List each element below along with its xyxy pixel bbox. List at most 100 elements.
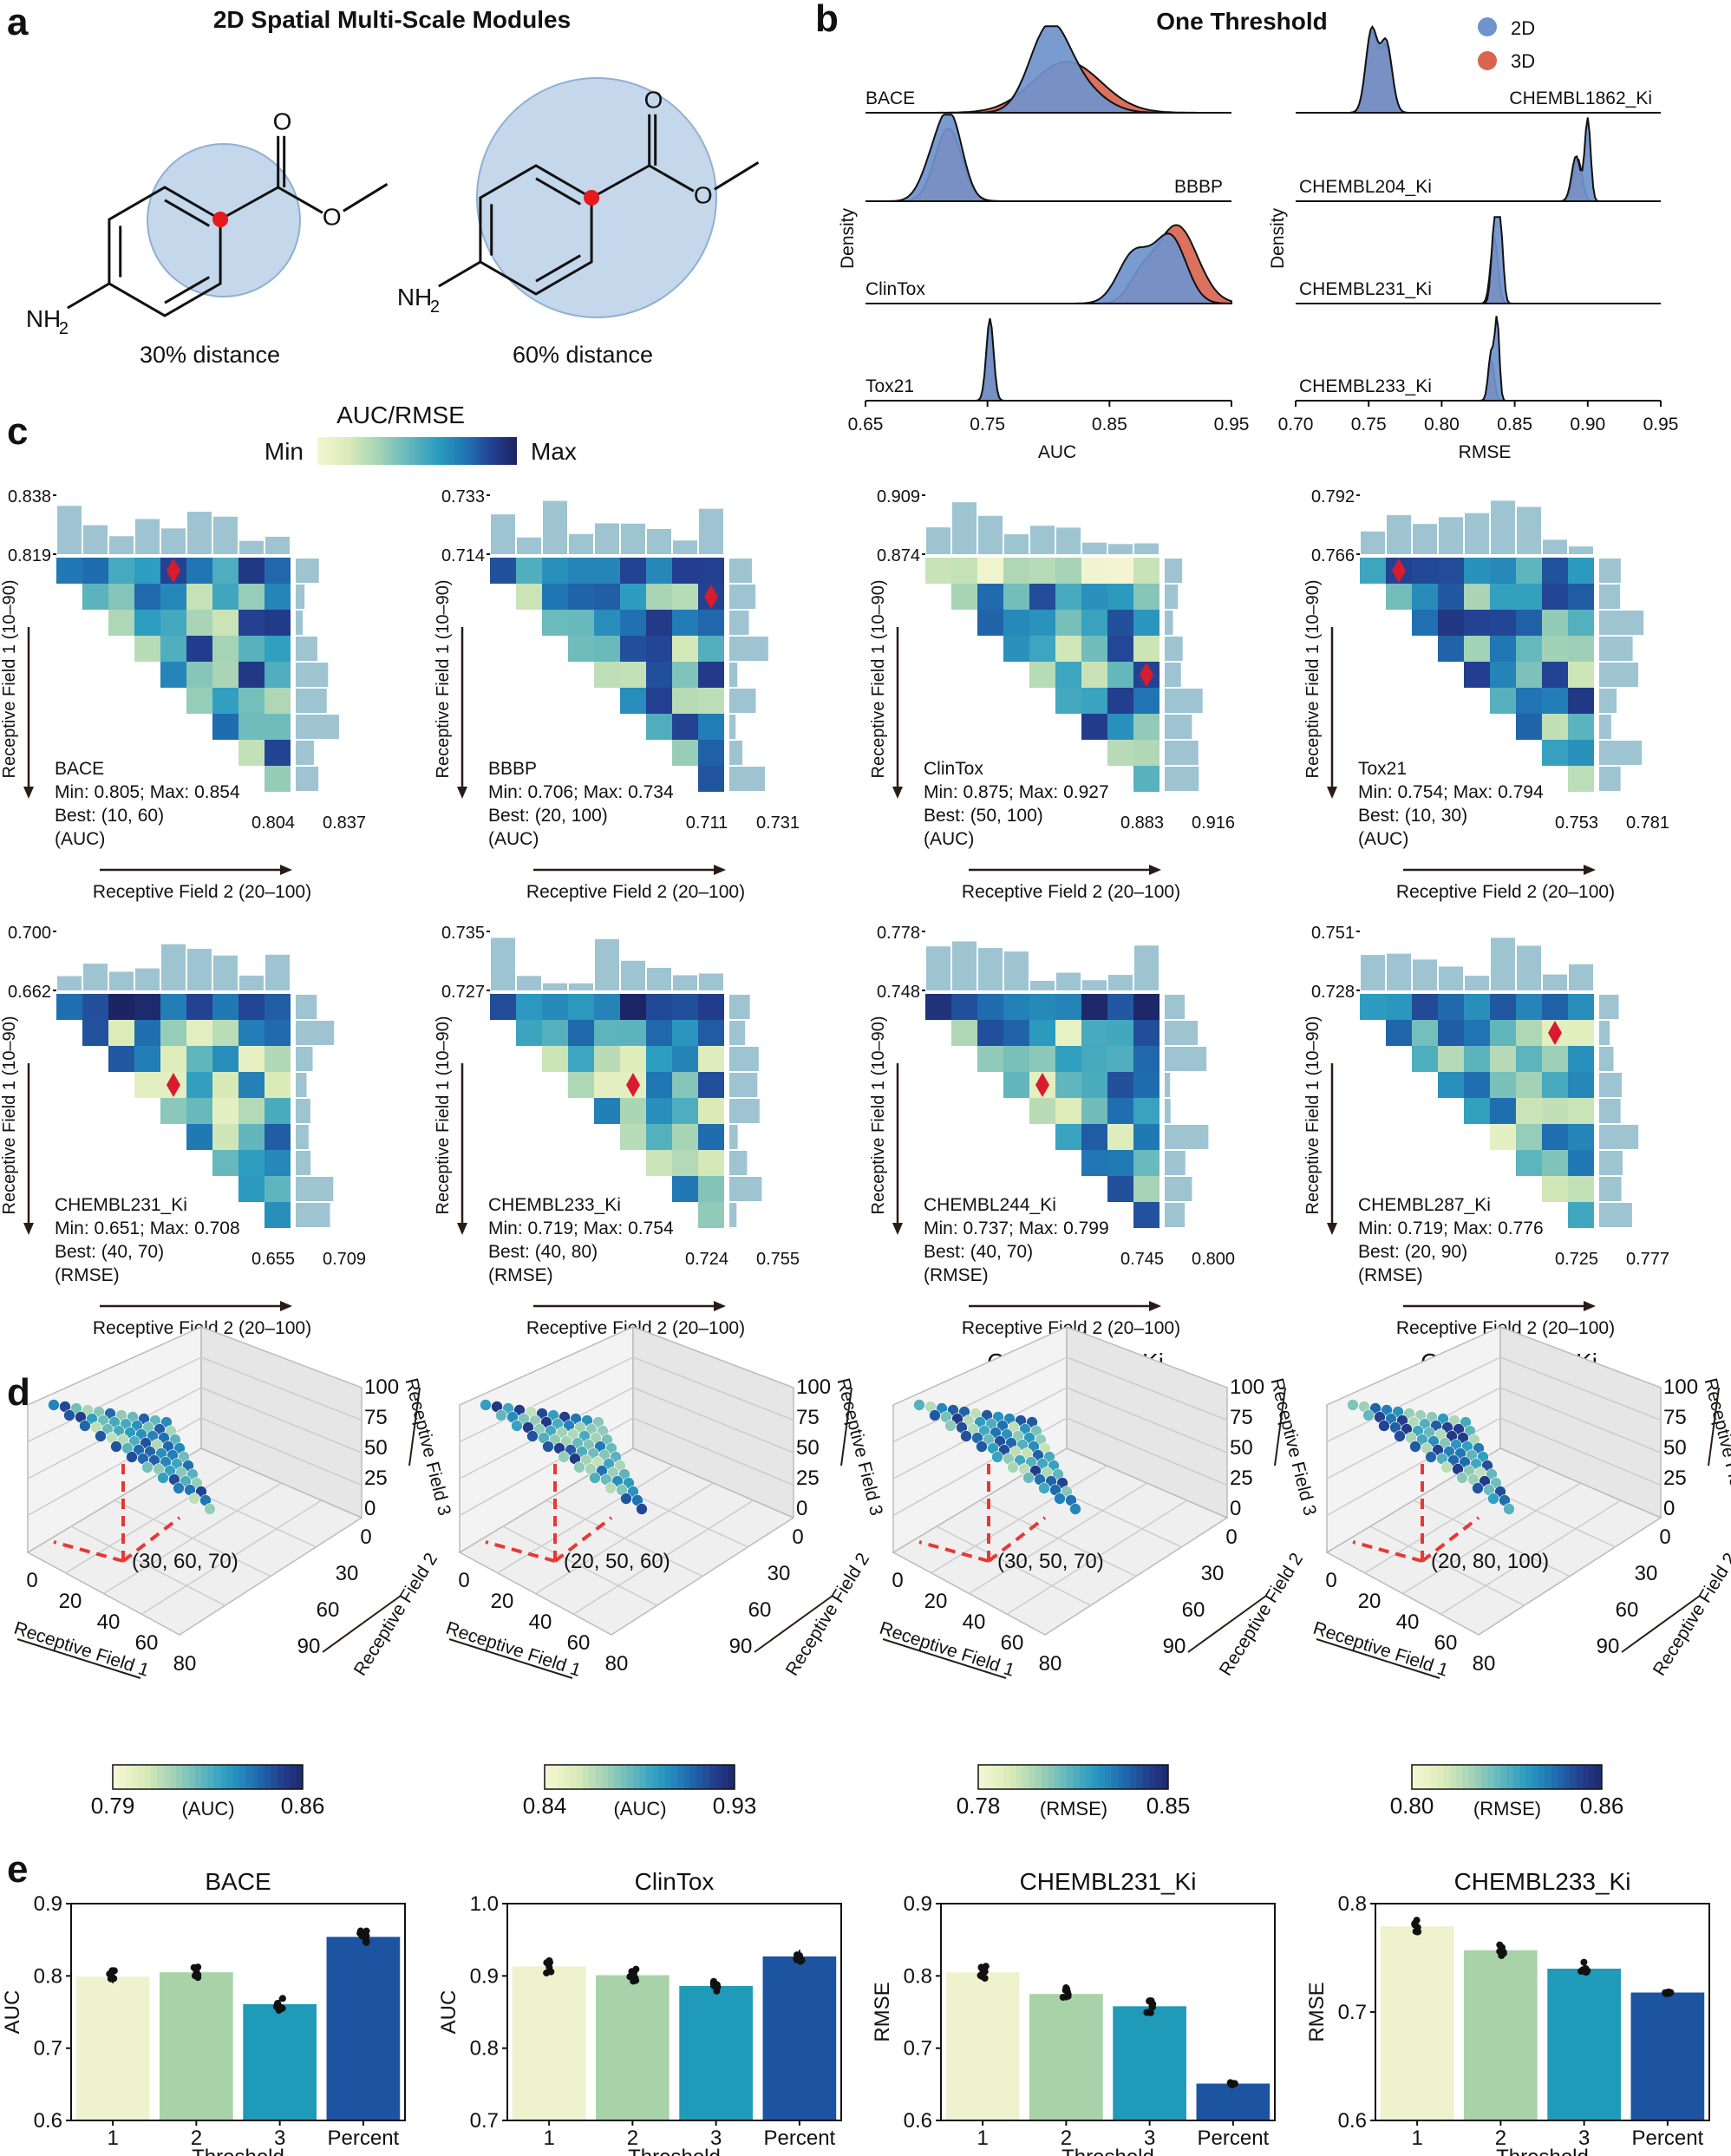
top-margin-bar: [517, 976, 541, 990]
colorbar-segment: [1595, 1765, 1603, 1789]
bar-1: [512, 1966, 586, 2120]
double-bond: [535, 177, 582, 206]
colorbar-segment: [1583, 1765, 1590, 1789]
replicate-point: [543, 1959, 551, 1967]
heatmap-minmax: Min: 0.706; Max: 0.734: [488, 782, 674, 802]
y-tick-label: 0.8: [470, 2037, 499, 2061]
heatmap-cell: [1490, 1046, 1516, 1072]
heatmap-cell: [265, 662, 291, 688]
colorbar-segment: [1035, 1765, 1042, 1789]
heatmap-cell: [186, 662, 212, 688]
top-min-label: 0.748: [877, 983, 920, 1002]
axis1-label: Receptive Field 1: [11, 1618, 151, 1681]
heatmap-cell: [490, 558, 516, 584]
y-tick-label: 0.7: [1338, 2001, 1367, 2024]
right-margin-bar: [1599, 585, 1621, 609]
heatmap-cell: [594, 1046, 620, 1072]
colorbar-segment: [1424, 1765, 1432, 1789]
best-coord-label: (30, 60, 70): [132, 1550, 238, 1573]
heatmap-cell: [1438, 1020, 1464, 1046]
heatmap-cell: [238, 1176, 265, 1202]
scatter-point: [1362, 1409, 1375, 1421]
heatmap-name: CHEMBL244_Ki: [924, 1195, 1056, 1215]
heatmap-cell: [1081, 636, 1107, 662]
ridge-left-xlabel: AUC: [1038, 442, 1076, 462]
x-tick-label: 3: [1144, 2127, 1155, 2150]
panel-label-a: a: [7, 1, 29, 43]
top-min-label: 0.766: [1311, 546, 1355, 565]
x-tick: 40: [963, 1610, 986, 1634]
y-tick: 30: [1201, 1562, 1225, 1585]
heatmap-cell: [1003, 1072, 1029, 1098]
oxygen-atom: O: [644, 86, 663, 113]
top-margin-bar: [1030, 980, 1055, 990]
gridline: [892, 1356, 1068, 1443]
heatmap-cell: [698, 1072, 724, 1098]
heatmap-cell: [1438, 994, 1464, 1020]
heatmap-cell: [1107, 1072, 1133, 1098]
scatter-point: [1054, 1493, 1066, 1505]
right-margin-bar: [296, 689, 327, 713]
scatter-point: [913, 1399, 925, 1411]
heatmap-cell: [1107, 1150, 1133, 1176]
colorbar-segment: [239, 1765, 246, 1789]
axis1-arrow: [882, 1638, 1007, 1679]
top-margin-bar: [569, 983, 593, 990]
heatmap-cell: [542, 1020, 568, 1046]
heatmap-cell: [568, 1046, 594, 1072]
right-margin-bar: [1165, 689, 1203, 713]
heatmap-cell: [1081, 1124, 1107, 1150]
top-margin-bar: [57, 976, 82, 990]
colorbar-segment: [1564, 1765, 1571, 1789]
colorbar-max: 0.93: [713, 1793, 757, 1819]
heatmap-cell: [265, 740, 291, 766]
z-tick: 100: [1230, 1375, 1264, 1399]
heatmap-cell: [542, 1046, 568, 1072]
heatmap-cell: [265, 1202, 291, 1228]
z-tick: 100: [1663, 1375, 1698, 1399]
bar-3: [679, 1986, 753, 2120]
right-margin-bar: [1165, 741, 1199, 765]
colorbar-segment: [1481, 1765, 1488, 1789]
heatmap-cell: [212, 558, 238, 584]
molecule-right: O O NH2: [397, 86, 760, 317]
heatmap-cell: [620, 662, 646, 688]
colorbar-frame: [544, 1764, 735, 1790]
top-margin-bar: [1082, 542, 1107, 554]
heatmap-cell: [698, 766, 724, 792]
heatmap-cell: [1081, 1020, 1107, 1046]
heatmap-cell: [1029, 662, 1055, 688]
heatmap-cell: [1516, 1098, 1542, 1124]
heatmap-cell: [1516, 610, 1542, 636]
colorbar-max: 0.86: [1580, 1793, 1624, 1819]
heatmap-cell: [1107, 1124, 1133, 1150]
right-margin-bar: [1165, 1203, 1186, 1227]
y-tick: 90: [729, 1635, 753, 1658]
heatmap-cell: [1490, 994, 1516, 1020]
heatmap-xlabel: Receptive Field 2 (20–100): [962, 882, 1180, 902]
right-margin-bar: [296, 1073, 307, 1097]
heatmap-minmax: Min: 0.719; Max: 0.754: [488, 1218, 674, 1238]
scatter-point: [1487, 1493, 1499, 1505]
heatmap-cell: [212, 1046, 238, 1072]
chart-ylabel: AUC: [1, 1990, 24, 2035]
axis2-arrow: [322, 1595, 402, 1653]
colorbar-segment: [1022, 1765, 1029, 1789]
heatmap-cell: [265, 1046, 291, 1072]
heatmap-cell: [1542, 558, 1568, 584]
top-margin-bar: [109, 536, 134, 554]
colorbar-segment: [1105, 1765, 1112, 1789]
gridline: [979, 1499, 1137, 1578]
heatmap-cell: [82, 558, 108, 584]
colorbar-segment: [702, 1765, 710, 1789]
top-margin-bar: [239, 540, 264, 554]
heatmap-cell: [1055, 1098, 1081, 1124]
chart-title: CHEMBL231_Ki: [1020, 1868, 1197, 1895]
heatmap-best: Best: (10, 30): [1358, 806, 1467, 826]
right-margin-bar: [729, 1099, 760, 1123]
ridge-right-ylabel: Density: [1268, 207, 1288, 269]
bar-2: [1464, 1950, 1538, 2120]
heatmap-name: Tox21: [1358, 759, 1407, 779]
colorbar-segment: [213, 1765, 221, 1789]
scatter-point: [542, 1441, 554, 1453]
